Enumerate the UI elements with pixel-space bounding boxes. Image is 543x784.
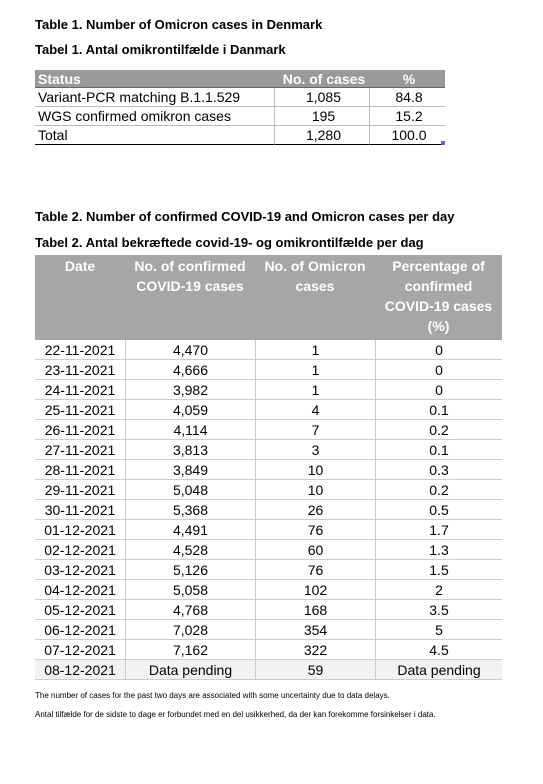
table2-cell: 05-12-2021 — [35, 600, 125, 620]
table2-cell: 5 — [375, 620, 502, 640]
table2-cell: 30-11-2021 — [35, 500, 125, 520]
table2-cell: 1 — [255, 360, 375, 380]
table2-cell: 29-11-2021 — [35, 480, 125, 500]
table2-cell: 5,368 — [125, 500, 255, 520]
table2-cell: 0.5 — [375, 500, 502, 520]
table2-cell: 354 — [255, 620, 375, 640]
table2-header-cell: Date — [35, 255, 125, 340]
table1-cell: Total — [35, 126, 275, 145]
table2-cell: 322 — [255, 640, 375, 660]
table2-title-en: Table 2. Number of confirmed COVID-19 an… — [35, 209, 455, 224]
table2-header-cell: Percentage of confirmed COVID-19 cases (… — [375, 255, 502, 340]
table2-cell: 3.5 — [375, 600, 502, 620]
note-en: The number of cases for the past two day… — [35, 691, 390, 700]
table2-cell: 76 — [255, 520, 375, 540]
table2-title-da: Tabel 2. Antal bekræftede covid-19- og o… — [35, 235, 424, 250]
table2-cell: 24-11-2021 — [35, 380, 125, 400]
table1-cell: 1,280 — [275, 126, 370, 145]
table2-cell: 7,028 — [125, 620, 255, 640]
table2-cell: Data pending — [375, 660, 502, 680]
table2-cell: 1 — [255, 380, 375, 400]
table2-cell: 0 — [375, 340, 502, 360]
table2-cell: 3 — [255, 440, 375, 460]
table2-cell: 4.5 — [375, 640, 502, 660]
table2-cell: 22-11-2021 — [35, 340, 125, 360]
table2-cell: 3,982 — [125, 380, 255, 400]
table2-cell: 10 — [255, 460, 375, 480]
table2-cell: 02-12-2021 — [35, 540, 125, 560]
table2-cell: 5,058 — [125, 580, 255, 600]
table2-cell: 5,048 — [125, 480, 255, 500]
table2-cell: 4,491 — [125, 520, 255, 540]
table2-cell: 4,114 — [125, 420, 255, 440]
corner-mark — [441, 141, 445, 145]
table2-cell: 0.2 — [375, 480, 502, 500]
table1-title-en: Table 1. Number of Omicron cases in Denm… — [35, 17, 323, 32]
table2-cell: 5,126 — [125, 560, 255, 580]
table2-cell: 7,162 — [125, 640, 255, 660]
table1-cell: 15.2 — [370, 107, 445, 126]
table2-cell: 0.3 — [375, 460, 502, 480]
table2-cell: 3,849 — [125, 460, 255, 480]
table2-cell: 76 — [255, 560, 375, 580]
table2-cell: 26-11-2021 — [35, 420, 125, 440]
table2-cell: 168 — [255, 600, 375, 620]
table2-cell: 06-12-2021 — [35, 620, 125, 640]
table2-cell: 4,470 — [125, 340, 255, 360]
table2-cell: 0 — [375, 360, 502, 380]
table1-header-cell: No. of cases — [275, 70, 370, 88]
table2-cell: 28-11-2021 — [35, 460, 125, 480]
table2-cell: 26 — [255, 500, 375, 520]
table2-cell: 4,666 — [125, 360, 255, 380]
table2-cell: 60 — [255, 540, 375, 560]
table2-cell: 59 — [255, 660, 375, 680]
table1-cell: 195 — [275, 107, 370, 126]
table2-cell: 4 — [255, 400, 375, 420]
table2-cell: 1.5 — [375, 560, 502, 580]
table2-cell: Data pending — [125, 660, 255, 680]
table2-cell: 07-12-2021 — [35, 640, 125, 660]
table2-header-cell: No. of confirmed COVID-19 cases — [125, 255, 255, 340]
table2-cell: 27-11-2021 — [35, 440, 125, 460]
table1-header-cell: % — [370, 70, 445, 88]
table2-cell: 1.3 — [375, 540, 502, 560]
table1-cell: 100.0 — [370, 126, 445, 145]
table2-cell: 25-11-2021 — [35, 400, 125, 420]
table2-cell: 0.2 — [375, 420, 502, 440]
table1-cell: 84.8 — [370, 88, 445, 107]
table1-header-cell: Status — [35, 70, 275, 88]
table2-cell: 04-12-2021 — [35, 580, 125, 600]
table1-cell: Variant-PCR matching B.1.1.529 — [35, 88, 275, 107]
table2-header-cell: No. of Omicron cases — [255, 255, 375, 340]
table2-cell: 2 — [375, 580, 502, 600]
table2-cell: 1.7 — [375, 520, 502, 540]
table2-cell: 1 — [255, 340, 375, 360]
table1-cell: WGS confirmed omikron cases — [35, 107, 275, 126]
table2-cell: 102 — [255, 580, 375, 600]
table2-cell: 08-12-2021 — [35, 660, 125, 680]
table2-cell: 7 — [255, 420, 375, 440]
table2-cell: 0.1 — [375, 400, 502, 420]
table1-title-da: Tabel 1. Antal omikrontilfælde i Danmark — [35, 42, 286, 57]
table2-cell: 4,528 — [125, 540, 255, 560]
table2-cell: 23-11-2021 — [35, 360, 125, 380]
table2-cell: 4,768 — [125, 600, 255, 620]
note-da: Antal tilfælde for de sidste to dage er … — [35, 710, 436, 719]
table2-cell: 0.1 — [375, 440, 502, 460]
table2-cell: 01-12-2021 — [35, 520, 125, 540]
table2-cell: 0 — [375, 380, 502, 400]
table2-cell: 4,059 — [125, 400, 255, 420]
table2-cell: 3,813 — [125, 440, 255, 460]
table2-cell: 10 — [255, 480, 375, 500]
table2-cell: 03-12-2021 — [35, 560, 125, 580]
table1-cell: 1,085 — [275, 88, 370, 107]
